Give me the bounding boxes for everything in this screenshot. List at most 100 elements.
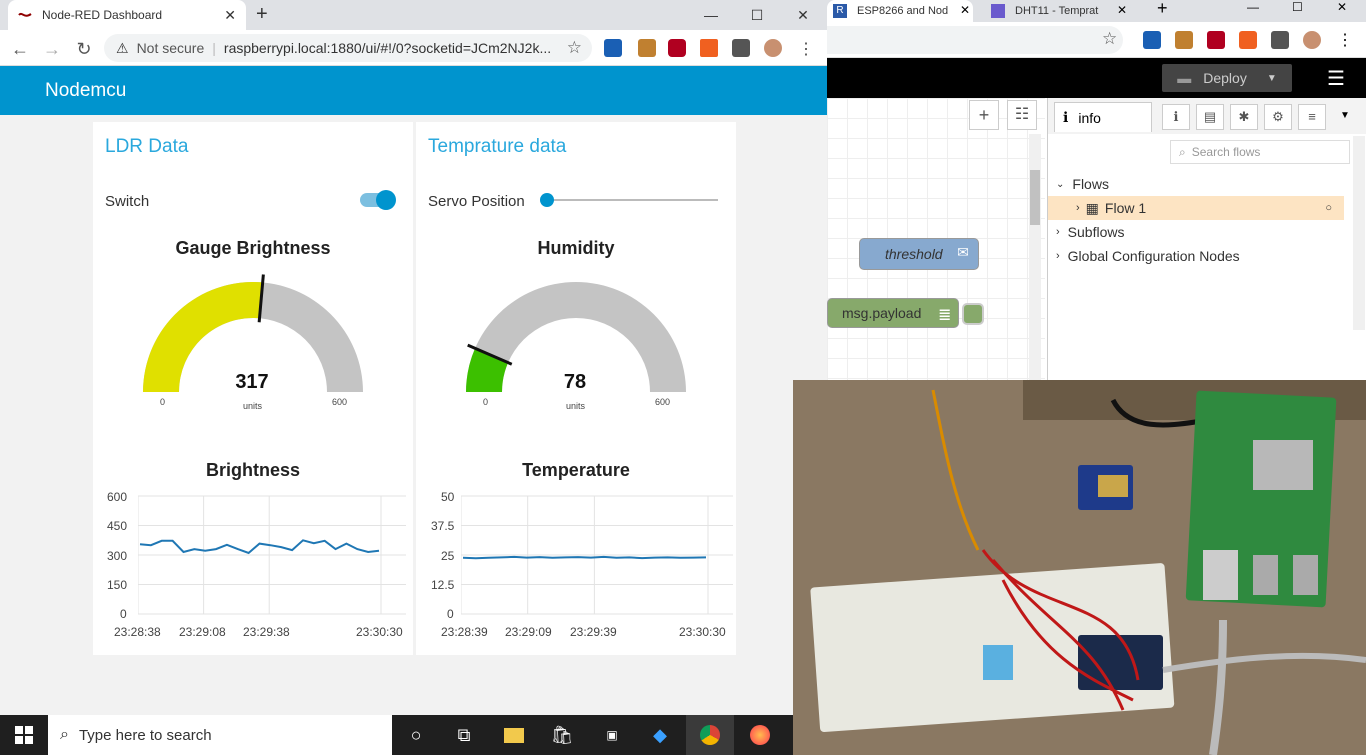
y-tick: 150 [107, 578, 128, 592]
chrome-icon[interactable] [686, 715, 734, 755]
vscode-icon[interactable]: ◆ [653, 724, 667, 745]
extension-icon[interactable] [1143, 31, 1161, 49]
bug-icon[interactable]: ✱ [1230, 104, 1258, 130]
ublock-icon[interactable] [1207, 31, 1225, 49]
new-tab-button[interactable]: + [256, 3, 268, 25]
search-placeholder: Search flows [1191, 145, 1261, 159]
tab-title: ESP8266 and Nod [857, 5, 949, 17]
node-label: threshold [885, 246, 943, 262]
ldr-group-card: LDR Data Switch Gauge Brightness 317 0 u… [93, 122, 413, 655]
tree-item-subflows[interactable]: › Subflows [1048, 220, 1348, 244]
list-flows-icon[interactable]: ☷ [1007, 100, 1037, 130]
database-icon[interactable]: ≡ [1298, 104, 1326, 130]
dashboard-header: Nodemcu [0, 66, 827, 115]
tree-item-flows[interactable]: ⌄ Flows [1048, 172, 1348, 196]
menu-dots-icon[interactable]: ⋮ [798, 41, 814, 58]
tree-label: Flows [1072, 176, 1109, 192]
switch-toggle[interactable] [360, 190, 396, 210]
dashboard-browser-window: Node-RED Dashboard ✕ + — ☐ ✕ ← → ↻ ⚠ Not… [0, 0, 827, 715]
windows-taskbar: ⌕ Type here to search ○ ⧉ 🛍 ▣ ◆ [0, 715, 793, 755]
scrollbar[interactable] [1353, 136, 1365, 330]
brave-icon[interactable] [1239, 31, 1257, 49]
maximize-icon[interactable]: ☐ [1292, 0, 1303, 14]
app-icon[interactable]: ▣ [606, 728, 618, 742]
group-title: LDR Data [105, 136, 189, 157]
gauge-units: units [243, 401, 263, 411]
address-bar[interactable]: ⚠ Not secure | raspberrypi.local:1880/ui… [104, 34, 592, 62]
tab-esp8266[interactable]: R ESP8266 and Nod [827, 0, 973, 22]
close-tab-icon[interactable]: ✕ [224, 7, 236, 23]
tab-node-red-dashboard[interactable]: Node-RED Dashboard ✕ [8, 0, 246, 30]
gauge-min: 0 [160, 397, 166, 407]
x-tick: 23:29:08 [179, 625, 226, 639]
gauge-max: 600 [655, 397, 671, 407]
menu-dots-icon[interactable]: ⋮ [1337, 32, 1353, 49]
search-icon: ⌕ [60, 726, 69, 743]
taskbar-search-box[interactable]: ⌕ Type here to search [48, 715, 392, 755]
servo-slider[interactable] [540, 193, 718, 207]
back-icon[interactable]: ← [11, 39, 29, 59]
task-view-icon[interactable]: ⧉ [457, 724, 471, 745]
minimize-icon[interactable]: — [1247, 0, 1259, 14]
brightness-chart [138, 495, 406, 615]
puzzle-icon[interactable] [1271, 31, 1289, 49]
info-icon[interactable]: ℹ [1162, 104, 1190, 130]
avatar[interactable] [1303, 31, 1321, 49]
extension-hammer-icon[interactable] [1175, 31, 1193, 49]
search-icon: ⌕ [1179, 144, 1186, 159]
chart-title: Brightness [205, 460, 301, 480]
info-sidebar: ℹ info ℹ ▤ ✱ ⚙ ≡ ▼ ⌕ Search flows ⌄ Flow… [1047, 98, 1366, 380]
tab-dht11[interactable]: DHT11 - Temprat [985, 0, 1131, 22]
chevron-down-icon[interactable]: ▼ [1340, 110, 1350, 121]
cortana-icon[interactable]: ○ [410, 724, 422, 745]
brave-icon[interactable] [700, 39, 718, 57]
close-tab-icon[interactable]: ✕ [960, 3, 971, 17]
star-icon[interactable]: ☆ [566, 38, 582, 57]
chevron-down-icon[interactable]: ▼ [1266, 72, 1277, 84]
debug-toggle[interactable] [962, 303, 984, 325]
flow-workspace[interactable]: + ☷ threshold ✉ msg.payload ≣ [827, 98, 1045, 380]
search-flows-input[interactable]: ⌕ Search flows [1170, 140, 1350, 164]
gauge-title: Humidity [537, 238, 615, 258]
close-window-icon[interactable]: ✕ [797, 6, 809, 23]
flow-icon: ▦ [1085, 199, 1099, 216]
y-tick: 600 [107, 490, 128, 504]
store-icon[interactable]: 🛍 [550, 724, 574, 745]
address-bar[interactable] [827, 26, 1123, 54]
windows-start-icon[interactable] [0, 715, 48, 755]
status-circle-icon: ○ [1325, 202, 1332, 214]
book-icon[interactable]: ▤ [1196, 104, 1224, 130]
tree-item-flow1[interactable]: › ▦ Flow 1 ○ [1048, 196, 1344, 220]
firefox-icon[interactable] [736, 715, 784, 755]
reload-icon[interactable]: ↻ [76, 39, 92, 59]
debug-node[interactable]: msg.payload ≣ [827, 298, 984, 328]
scrollbar[interactable] [1029, 134, 1041, 380]
x-tick: 23:28:38 [114, 625, 161, 639]
puzzle-icon[interactable] [732, 39, 750, 57]
gauge-min: 0 [483, 397, 489, 407]
star-icon[interactable]: ☆ [1102, 29, 1118, 48]
chevron-right-icon: › [1076, 202, 1080, 214]
forward-icon[interactable]: → [43, 39, 61, 59]
avatar[interactable] [764, 39, 782, 57]
close-window-icon[interactable]: ✕ [1337, 0, 1348, 14]
deploy-label: Deploy [1203, 70, 1247, 86]
gear-icon[interactable]: ⚙ [1264, 104, 1292, 130]
ublock-icon[interactable] [668, 39, 686, 57]
maximize-icon[interactable]: ☐ [750, 6, 764, 23]
file-explorer-icon[interactable] [490, 715, 538, 755]
new-tab-button[interactable]: + [1157, 0, 1168, 18]
close-tab-icon[interactable]: ✕ [1117, 3, 1128, 17]
extension-icon[interactable] [604, 39, 622, 57]
gauge-needle [257, 274, 265, 323]
threshold-node[interactable]: threshold ✉ [859, 238, 979, 270]
extension-hammer-icon[interactable] [638, 39, 656, 57]
add-flow-icon[interactable]: + [969, 100, 999, 130]
hamburger-menu-icon[interactable]: ☰ [1327, 68, 1345, 90]
minimize-icon[interactable]: — [704, 7, 718, 23]
tab-info[interactable]: ℹ info [1054, 102, 1152, 132]
tree-item-global-config[interactable]: › Global Configuration Nodes [1048, 244, 1348, 268]
series-line [462, 555, 707, 560]
deploy-button[interactable]: ▬ Deploy ▼ [1162, 64, 1292, 92]
slider-thumb[interactable] [540, 193, 554, 207]
